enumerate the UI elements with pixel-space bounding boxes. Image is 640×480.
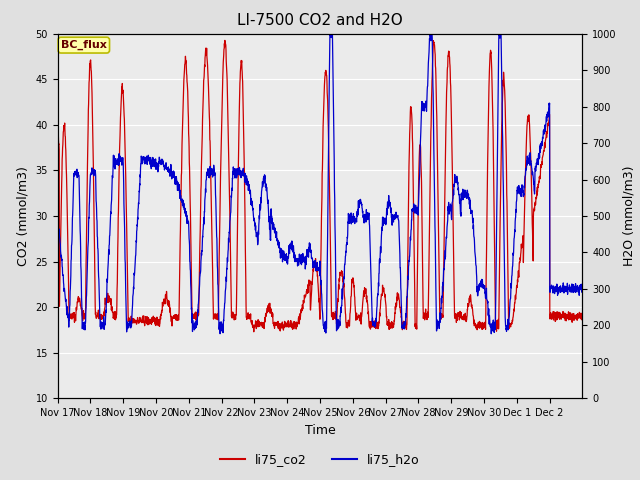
li75_co2 [250,329,258,335]
li75_co2 [508,321,516,327]
li75_co2 [352,311,360,317]
li75_h2o [488,331,495,336]
X-axis label: Time: Time [305,424,335,437]
li75_h2o [54,226,61,231]
Y-axis label: CO2 (mmol/m3): CO2 (mmol/m3) [17,166,30,266]
li75_co2 [579,313,586,319]
li75_h2o [572,289,579,295]
li75_h2o [326,31,334,36]
Title: LI-7500 CO2 and H2O: LI-7500 CO2 and H2O [237,13,403,28]
li75_co2 [54,121,61,127]
li75_co2 [220,59,227,65]
Line: li75_co2: li75_co2 [58,40,582,332]
li75_h2o [579,285,586,290]
li75_co2 [478,326,486,332]
Line: li75_h2o: li75_h2o [58,34,582,334]
Text: BC_flux: BC_flux [61,40,107,50]
li75_co2 [106,299,114,305]
Y-axis label: H2O (mmol/m3): H2O (mmol/m3) [622,166,635,266]
Legend: li75_co2, li75_h2o: li75_co2, li75_h2o [215,448,425,471]
li75_co2 [572,315,579,321]
li75_co2 [221,37,228,43]
li75_h2o [106,227,114,232]
li75_h2o [508,273,516,279]
li75_h2o [478,280,486,286]
li75_h2o [220,324,227,330]
li75_h2o [351,216,359,222]
